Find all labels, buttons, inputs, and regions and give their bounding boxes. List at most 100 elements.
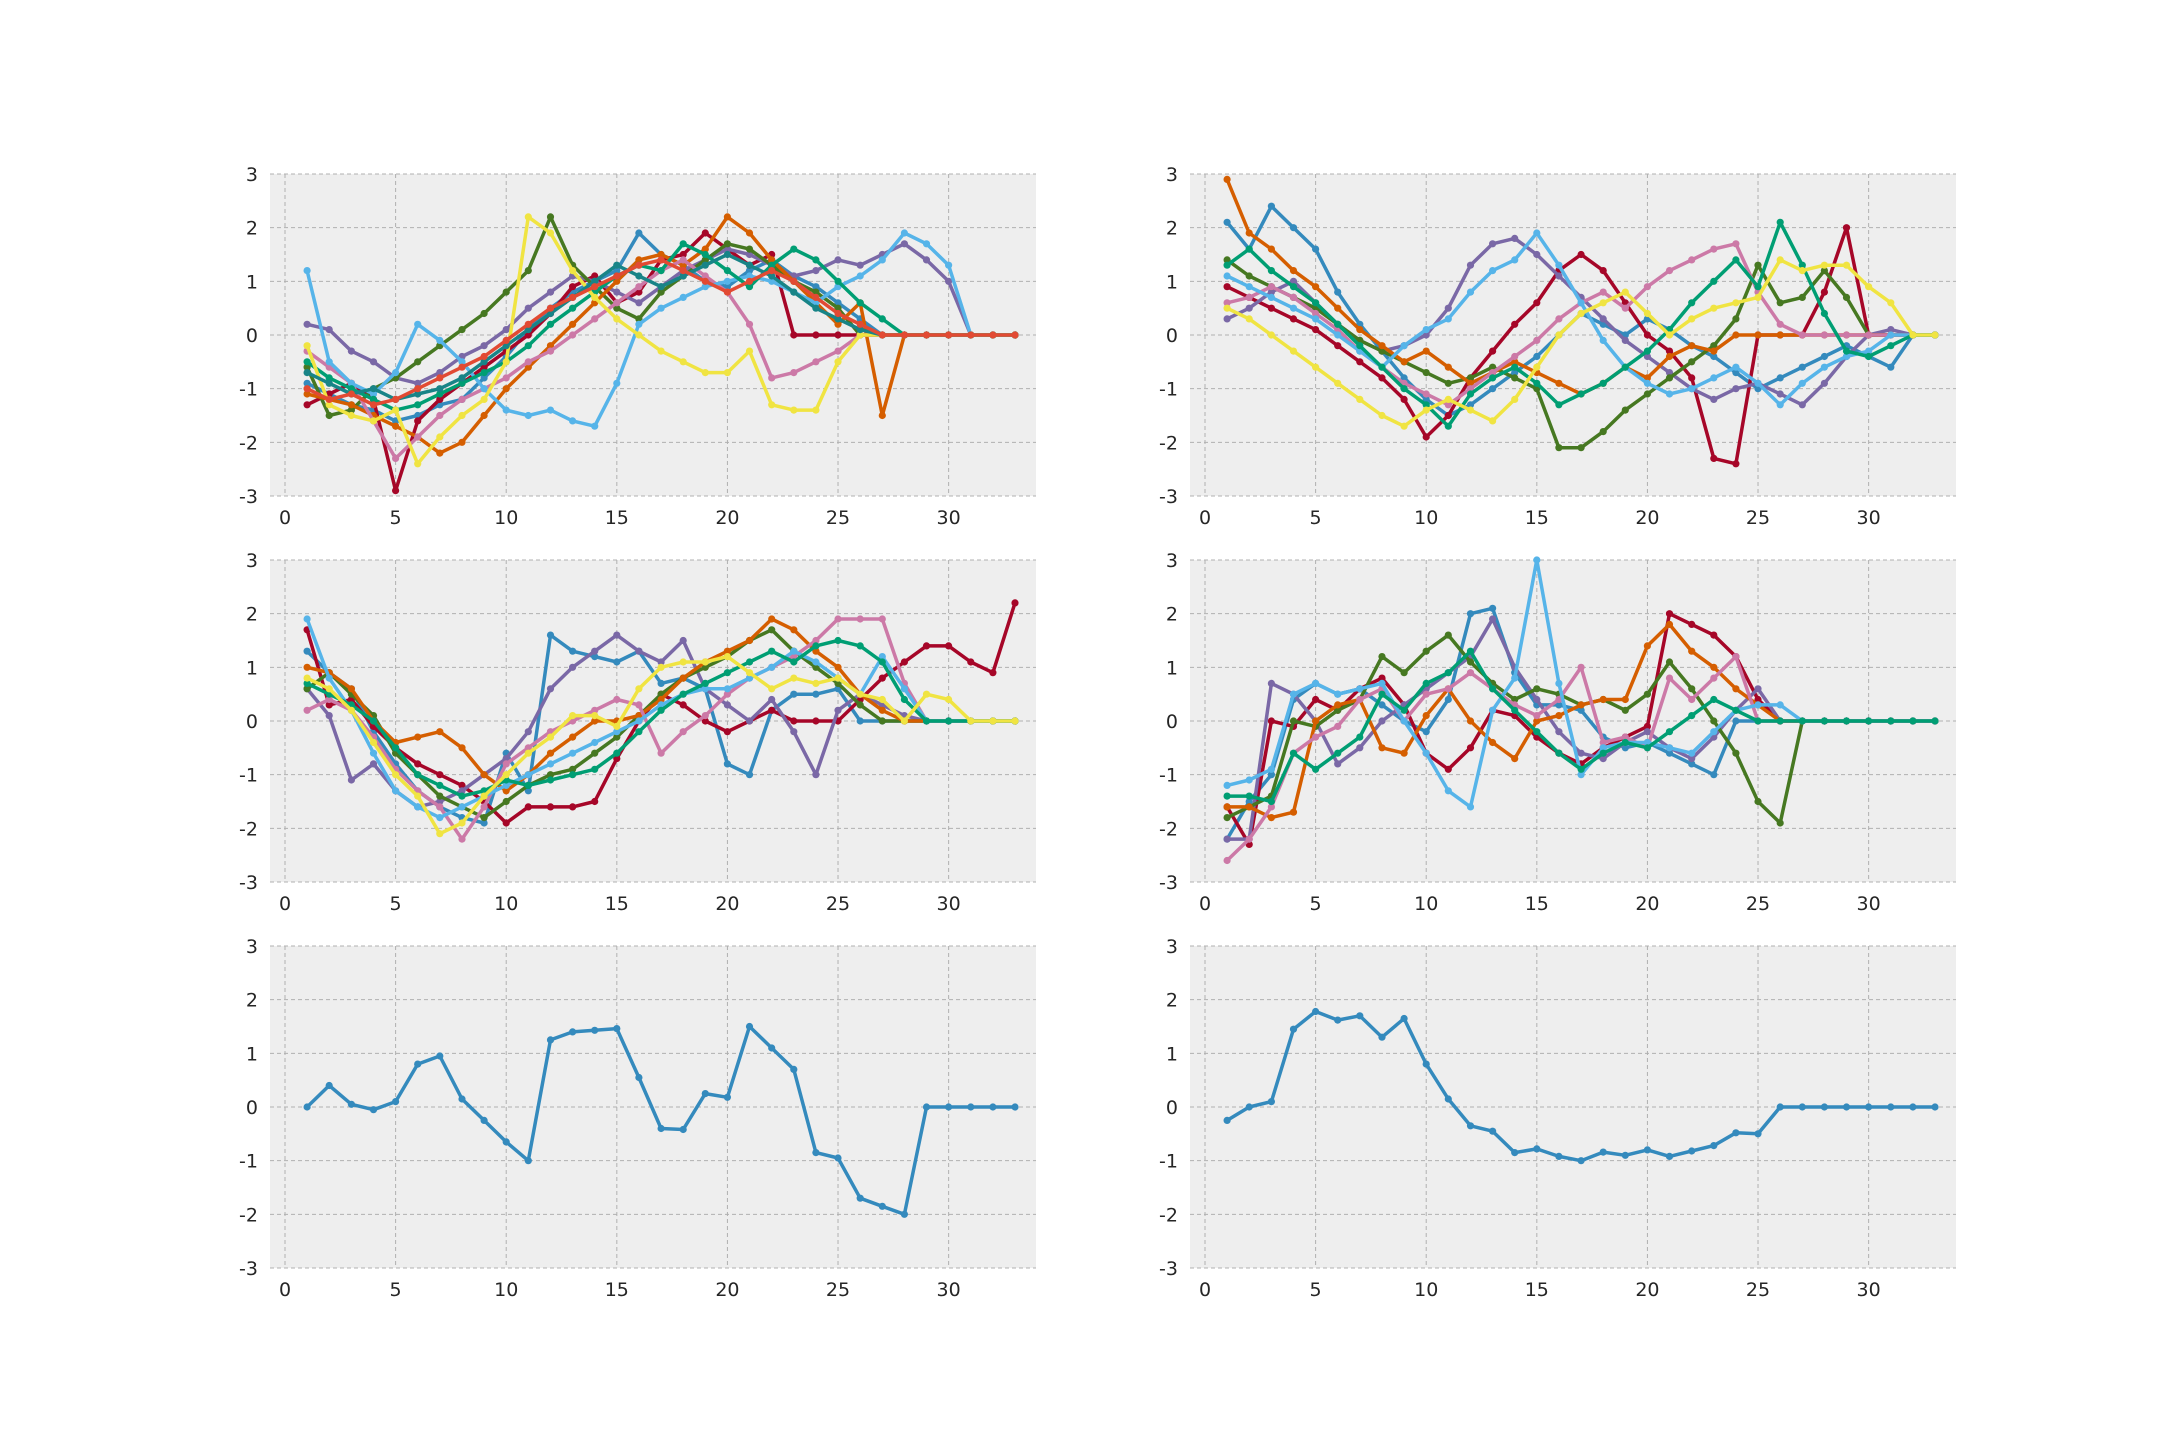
data-point <box>591 653 599 661</box>
data-point <box>1533 695 1541 704</box>
data-point <box>1312 309 1320 318</box>
data-point <box>591 647 599 655</box>
data-point <box>1533 685 1541 693</box>
data-point <box>613 722 621 731</box>
data-point <box>480 814 488 822</box>
y-tick-label: -2 <box>239 818 258 840</box>
data-point <box>1842 331 1851 339</box>
data-point <box>569 1028 577 1036</box>
data-point <box>1754 283 1762 291</box>
data-point <box>325 401 333 409</box>
data-point <box>1400 342 1408 350</box>
x-tick-label: 20 <box>715 893 739 915</box>
data-point <box>480 363 488 371</box>
subplot-middle-right: 0 5 10 15 20 25 30 -3 -2 -1 0 1 2 3 <box>1159 550 1956 915</box>
data-point <box>1289 267 1298 275</box>
data-point <box>1489 385 1497 393</box>
data-point <box>502 406 510 414</box>
data-point <box>1577 444 1585 452</box>
data-point <box>369 358 378 366</box>
y-tick-label: 1 <box>1166 271 1178 293</box>
data-point <box>502 771 510 779</box>
data-point <box>1334 690 1342 698</box>
data-point <box>1621 744 1629 752</box>
data-point <box>1820 261 1828 269</box>
data-point <box>790 674 798 682</box>
data-point <box>1489 604 1497 612</box>
data-point <box>1267 765 1275 773</box>
data-point <box>414 760 422 768</box>
data-point <box>790 690 798 698</box>
data-point <box>1223 261 1231 269</box>
data-point <box>1312 733 1320 741</box>
data-point <box>392 417 400 425</box>
data-point <box>1489 706 1497 714</box>
data-point <box>945 261 953 269</box>
data-point <box>1643 379 1651 387</box>
data-point <box>1577 765 1585 773</box>
data-point <box>1887 331 1895 339</box>
data-point <box>436 792 444 800</box>
data-point <box>1267 283 1275 291</box>
data-point <box>945 695 953 704</box>
data-point <box>1356 744 1364 752</box>
data-point <box>1820 309 1828 318</box>
data-point <box>1599 744 1607 752</box>
data-point <box>480 358 488 366</box>
data-point <box>768 277 776 285</box>
y-tick-label: -3 <box>1159 1258 1178 1280</box>
data-point <box>1466 261 1475 269</box>
data-point <box>591 738 599 747</box>
data-point <box>524 771 532 779</box>
data-point <box>458 438 466 446</box>
data-point <box>1732 240 1740 248</box>
data-point <box>1643 283 1651 291</box>
y-tick-label: 2 <box>1166 218 1178 240</box>
data-point <box>591 277 599 285</box>
data-point <box>790 626 798 634</box>
data-point <box>1798 363 1806 371</box>
data-point <box>768 267 776 275</box>
data-point <box>1865 1103 1873 1111</box>
data-point <box>922 690 931 698</box>
x-tick-label: 10 <box>1414 893 1438 915</box>
data-point <box>1444 422 1452 430</box>
x-tick-label: 20 <box>1635 893 1659 915</box>
data-point <box>613 261 621 269</box>
data-point <box>1665 267 1674 275</box>
data-point <box>392 787 400 795</box>
data-point <box>723 690 732 698</box>
data-point <box>745 674 754 682</box>
data-point <box>701 658 709 666</box>
data-point <box>1710 674 1718 682</box>
data-point <box>1887 1103 1895 1111</box>
data-point <box>834 636 842 645</box>
data-point <box>1223 856 1231 865</box>
data-point <box>546 304 555 312</box>
data-point <box>1621 706 1629 714</box>
data-point <box>1466 803 1475 811</box>
x-tick-label: 20 <box>1635 507 1659 529</box>
data-point <box>1820 288 1828 296</box>
data-point <box>812 288 820 296</box>
data-point <box>458 326 466 334</box>
data-point <box>303 363 311 371</box>
y-tick-label: 1 <box>246 271 258 293</box>
data-point <box>1842 347 1851 355</box>
data-point <box>1289 277 1298 285</box>
data-point <box>834 347 842 355</box>
data-point <box>812 267 820 275</box>
data-point <box>679 267 687 275</box>
data-point <box>1511 374 1519 382</box>
data-point <box>922 642 931 650</box>
data-point <box>1865 717 1873 725</box>
data-point <box>613 1025 621 1033</box>
data-point <box>657 283 665 291</box>
data-point <box>1599 738 1607 747</box>
data-point <box>900 695 909 704</box>
data-point <box>635 685 643 693</box>
data-point <box>1754 797 1762 806</box>
data-point <box>768 401 776 409</box>
data-point <box>502 385 510 393</box>
series-0 <box>1223 1007 1939 1165</box>
